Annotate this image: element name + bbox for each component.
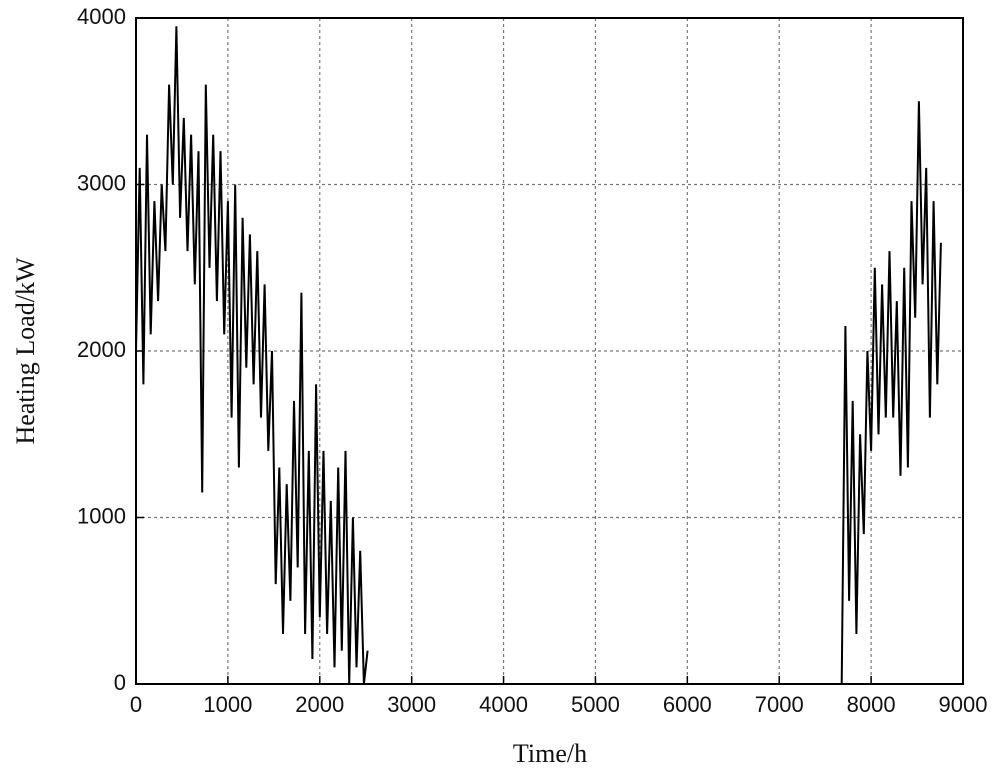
y-tick-label: 1000 xyxy=(77,503,126,528)
y-tick-label: 4000 xyxy=(77,4,126,29)
plot-frame xyxy=(135,17,964,685)
x-tick-label: 8000 xyxy=(847,692,896,717)
y-tick-label: 3000 xyxy=(77,170,126,195)
x-tick-label: 2000 xyxy=(295,692,344,717)
x-tick-label: 7000 xyxy=(755,692,804,717)
x-tick-label: 4000 xyxy=(479,692,528,717)
x-tick-label: 0 xyxy=(130,692,142,717)
x-tick-label: 5000 xyxy=(571,692,620,717)
data-line xyxy=(135,26,942,685)
x-tick-label: 6000 xyxy=(663,692,712,717)
y-tick-label: 2000 xyxy=(77,337,126,362)
x-tick-label: 1000 xyxy=(203,692,252,717)
x-tick-label: 9000 xyxy=(939,692,988,717)
y-axis-label: Heating Load/kW xyxy=(11,257,40,444)
x-tick-label: 3000 xyxy=(387,692,436,717)
x-axis-label: Time/h xyxy=(513,739,587,768)
y-tick-label: 0 xyxy=(114,670,126,695)
